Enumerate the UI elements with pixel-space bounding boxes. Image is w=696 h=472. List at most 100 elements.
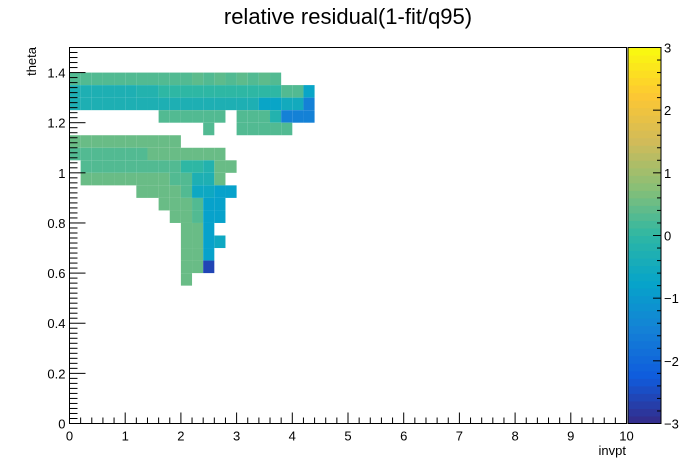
color-scale-swatch — [628, 85, 661, 94]
color-scale-tick-label: −2 — [664, 354, 679, 369]
heatmap-cell — [136, 85, 148, 98]
color-scale-swatch — [628, 197, 661, 206]
color-scale-swatch — [628, 303, 661, 312]
y-tick-label: 0.8 — [47, 216, 65, 231]
heatmap-cell — [147, 135, 159, 148]
heatmap-cell — [203, 185, 215, 198]
x-axis: 0 1 2 3 4 5 6 7 8 9 10 — [66, 412, 634, 444]
color-scale-swatch — [628, 115, 661, 124]
heatmap-cell — [214, 110, 226, 123]
heatmap-cell — [203, 147, 215, 161]
heatmap-cell — [281, 85, 293, 98]
heatmap-cell — [214, 72, 226, 86]
heatmap-cell — [102, 72, 115, 86]
heatmap-cell — [281, 110, 293, 123]
color-scale-swatch — [628, 325, 661, 334]
color-scale-swatch — [628, 280, 661, 289]
heatmap-cell — [125, 85, 137, 98]
heatmap-cell — [214, 210, 226, 223]
heatmap-cell — [80, 85, 92, 98]
color-scale-swatch — [628, 243, 661, 252]
heatmap-cell — [203, 110, 215, 123]
heatmap-cell — [102, 160, 115, 173]
color-scale-swatch — [628, 273, 661, 282]
heatmap-cell — [80, 72, 92, 86]
heatmap-cell — [169, 147, 181, 161]
color-scale-swatch — [628, 55, 661, 64]
color-scale-swatch — [628, 370, 661, 379]
x-tick-label: 4 — [289, 429, 296, 444]
heatmap-cell — [158, 97, 170, 111]
heatmap-cell — [91, 72, 103, 86]
color-scale-swatch — [628, 107, 661, 116]
heatmap-cell — [270, 85, 282, 98]
x-tick-label: 3 — [233, 429, 240, 444]
heatmap-cell — [203, 235, 215, 249]
heatmap-cell — [214, 160, 226, 173]
heatmap-cell — [136, 97, 148, 111]
color-scale-swatch — [628, 92, 661, 101]
heatmap-cell — [180, 273, 193, 286]
color-scale-swatch — [628, 318, 661, 327]
heatmap-cell — [158, 72, 170, 86]
color-scale-swatch — [628, 415, 661, 424]
heatmap-cell — [125, 172, 137, 186]
x-tick-label: 5 — [344, 429, 351, 444]
heatmap-cell — [236, 85, 248, 98]
heatmap-cell — [292, 97, 304, 111]
heatmap-cells — [69, 72, 315, 286]
heatmap-cell — [225, 185, 237, 198]
heatmap-cell — [203, 210, 215, 223]
heatmap-cell — [114, 135, 126, 148]
color-scale-swatch — [628, 152, 661, 161]
heatmap-cell — [158, 135, 170, 148]
heatmap-cell — [236, 72, 248, 86]
heatmap-cell — [180, 185, 193, 198]
heatmap-cell — [102, 135, 115, 148]
heatmap-cell — [214, 147, 226, 161]
y-tick-label: 0.2 — [47, 366, 65, 381]
heatmap-cell — [136, 172, 148, 186]
heatmap-cell — [225, 85, 237, 98]
heatmap-cell — [169, 185, 181, 198]
heatmap-cell — [192, 110, 204, 123]
color-scale-tick-label: 2 — [664, 103, 671, 118]
heatmap-cell — [147, 72, 159, 86]
heatmap-cell — [303, 97, 315, 111]
heatmap-cell — [114, 172, 126, 186]
heatmap-cell — [192, 97, 204, 111]
color-scale-swatch — [628, 288, 661, 297]
heatmap-cell — [303, 110, 315, 123]
heatmap-cell — [180, 248, 193, 261]
heatmap-cell — [192, 172, 204, 186]
heatmap-cell — [258, 110, 271, 123]
heatmap-cell — [169, 172, 181, 186]
y-tick-label: 0.6 — [47, 266, 65, 281]
heatmap-cell — [192, 248, 204, 261]
heatmap-cell — [180, 72, 193, 86]
heatmap-cell — [203, 248, 215, 261]
heatmap-cell — [247, 72, 259, 86]
color-scale-swatch — [628, 258, 661, 267]
heatmap-cell — [125, 160, 137, 173]
heatmap-cell — [169, 110, 181, 123]
heatmap-cell — [247, 97, 259, 111]
heatmap-cell — [225, 72, 237, 86]
heatmap-cell — [158, 172, 170, 186]
color-scale-swatch — [628, 145, 661, 154]
heatmap-cell — [180, 235, 193, 249]
heatmap-cell — [114, 147, 126, 161]
heatmap-cell — [158, 147, 170, 161]
color-scale-swatch — [628, 175, 661, 184]
color-scale-swatch — [628, 363, 661, 372]
heatmap-cell — [136, 72, 148, 86]
x-tick-label: 8 — [511, 429, 518, 444]
x-axis-label: invpt — [599, 443, 627, 458]
heatmap-cell — [91, 97, 103, 111]
color-scale-tick-label: 1 — [664, 166, 671, 181]
heatmap-cell — [136, 160, 148, 173]
heatmap-cell — [225, 97, 237, 111]
color-scale-swatch — [628, 265, 661, 274]
color-scale-swatch — [628, 167, 661, 176]
color-scale-swatch — [628, 408, 661, 417]
